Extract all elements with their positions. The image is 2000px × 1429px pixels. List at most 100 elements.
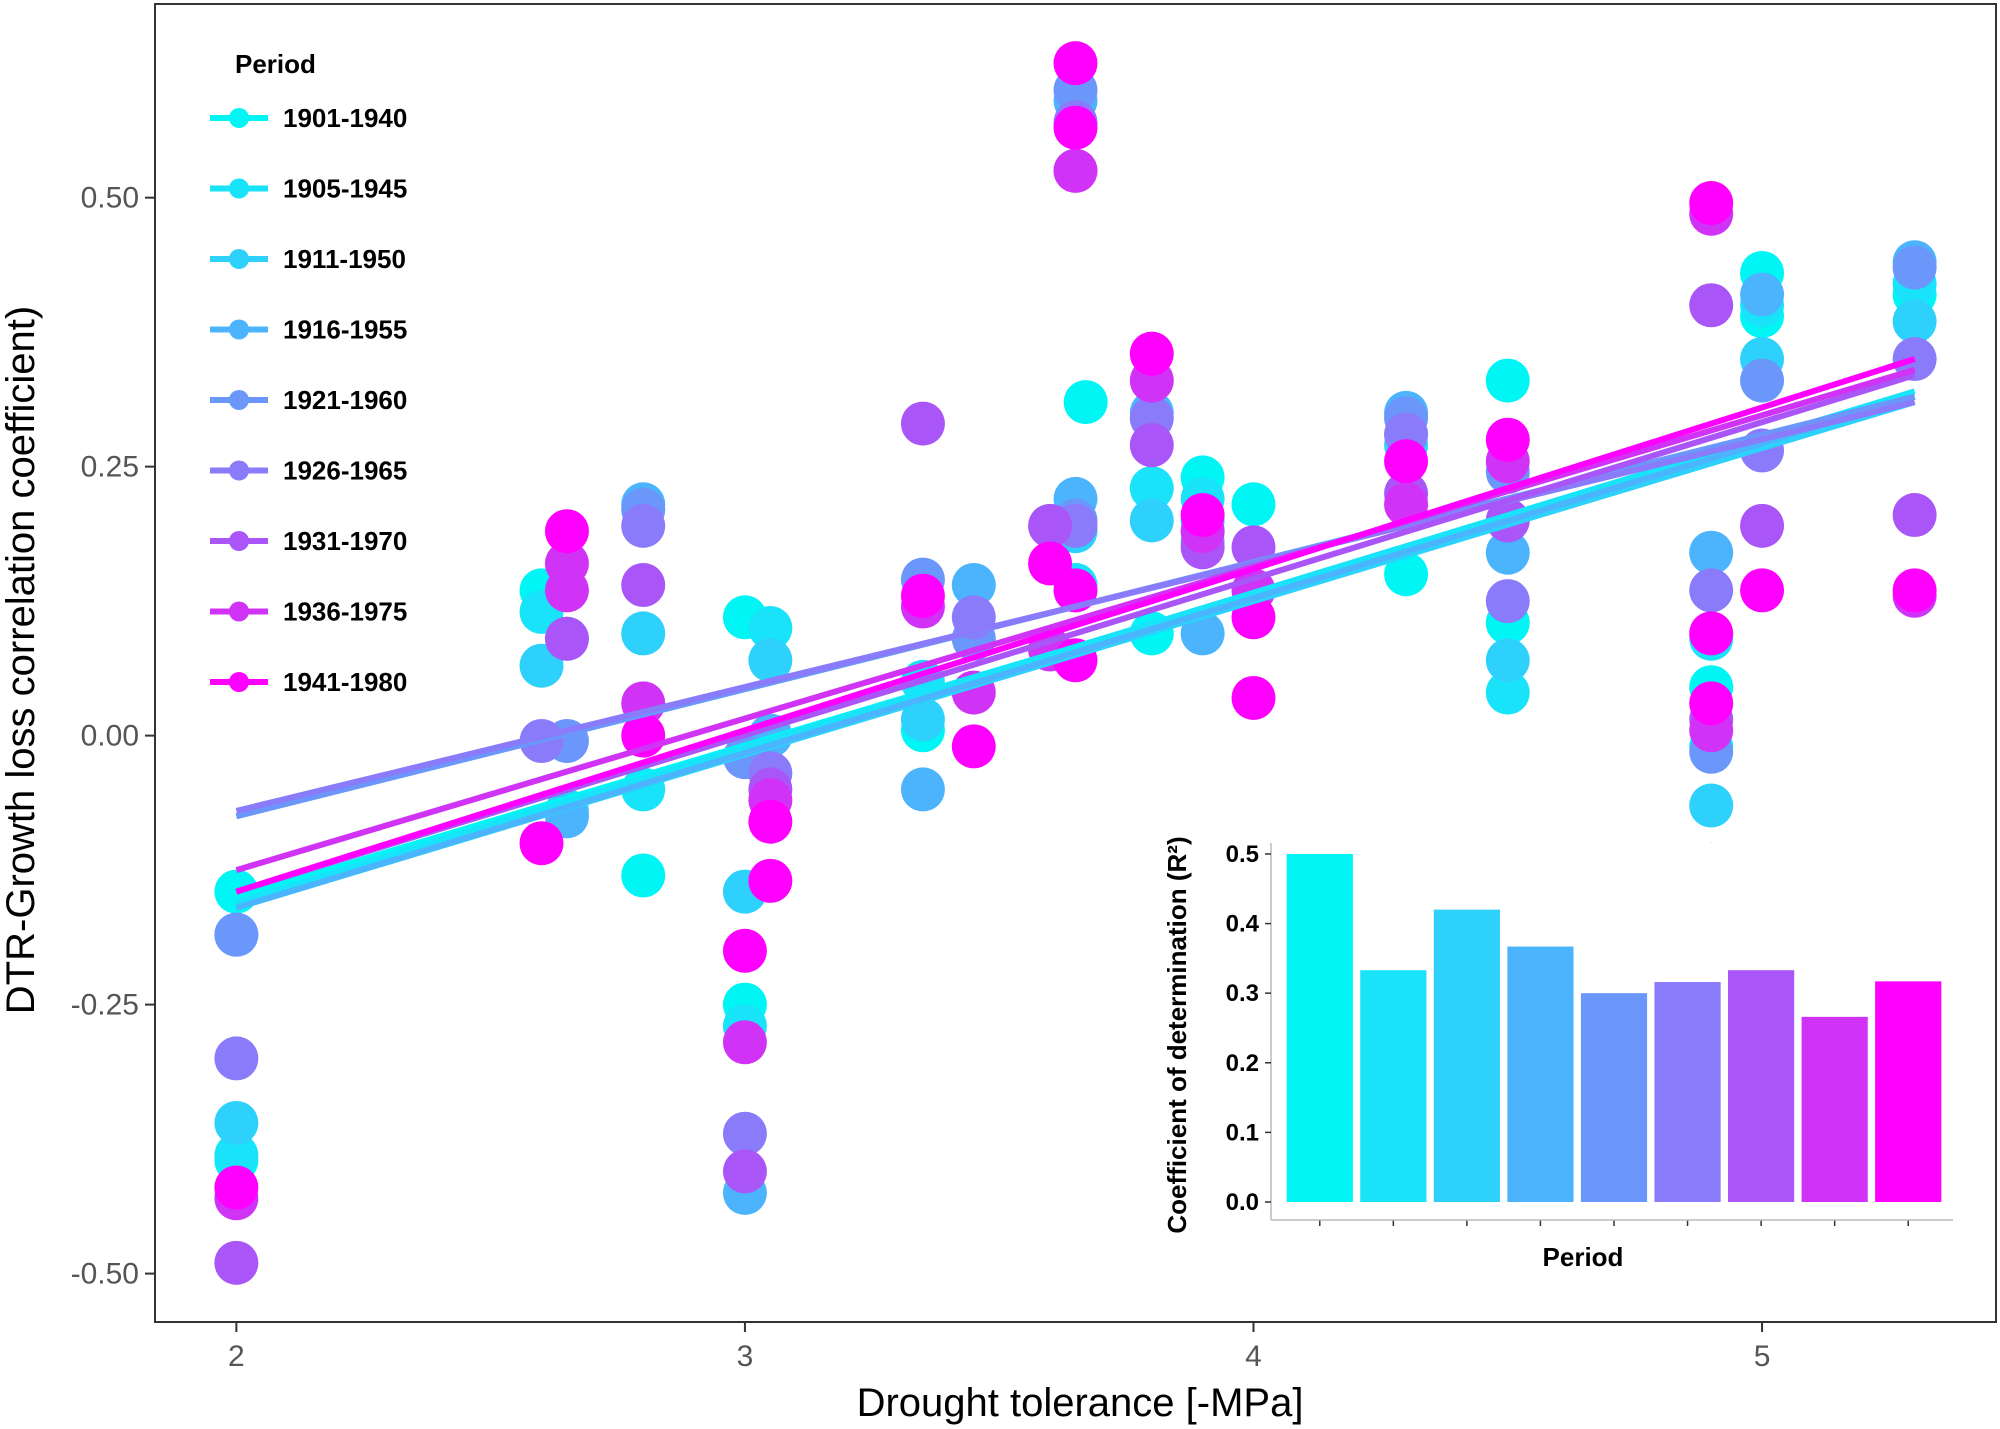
data-point bbox=[748, 606, 793, 651]
data-point bbox=[1689, 783, 1734, 828]
data-point bbox=[1485, 358, 1530, 403]
data-point bbox=[214, 912, 259, 957]
data-point bbox=[621, 853, 666, 898]
x-tick-label: 3 bbox=[737, 1340, 754, 1373]
data-point bbox=[214, 1133, 259, 1178]
regression-line bbox=[235, 393, 1916, 911]
legend-key-dot bbox=[229, 390, 249, 410]
legend-key-dot bbox=[229, 601, 249, 622]
x-tick-label: 4 bbox=[1245, 1340, 1262, 1373]
legend-label: 1921-1960 bbox=[283, 385, 407, 415]
data-point bbox=[1129, 498, 1174, 543]
data-point bbox=[544, 509, 589, 554]
data-point bbox=[1063, 380, 1108, 425]
legend-label: 1931-1970 bbox=[283, 526, 407, 556]
fit-lines bbox=[235, 356, 1916, 911]
data-point bbox=[722, 1020, 767, 1065]
data-point bbox=[748, 858, 793, 903]
legend-label: 1936-1975 bbox=[283, 597, 407, 627]
data-point bbox=[621, 611, 666, 656]
data-point bbox=[1485, 638, 1530, 683]
inset-bar bbox=[1654, 982, 1721, 1202]
y-axis-title: DTR-Growth loss correlation coefficient) bbox=[0, 306, 43, 1014]
data-point bbox=[519, 821, 564, 866]
legend-key-dot bbox=[229, 319, 249, 340]
data-point bbox=[1129, 331, 1174, 376]
data-point bbox=[544, 541, 589, 586]
inset-bar bbox=[1360, 970, 1427, 1202]
data-point bbox=[900, 401, 945, 446]
data-point bbox=[214, 1100, 259, 1145]
data-point bbox=[1689, 283, 1734, 328]
data-point bbox=[1485, 417, 1530, 462]
data-point bbox=[1485, 670, 1530, 715]
legend-key-dot bbox=[229, 531, 249, 551]
data-point bbox=[1053, 148, 1098, 193]
regression-line bbox=[235, 399, 1916, 814]
data-point bbox=[722, 1111, 767, 1156]
y-tick-label: 0.25 bbox=[81, 451, 139, 484]
data-point bbox=[1892, 493, 1937, 538]
regression-line bbox=[235, 366, 1916, 873]
legend-label: 1916-1955 bbox=[283, 315, 407, 345]
inset-bar bbox=[1580, 993, 1648, 1202]
data-point bbox=[1689, 181, 1734, 226]
inset-y-axis-title: Coefficient of determination (R²) bbox=[1162, 836, 1192, 1233]
data-point bbox=[900, 767, 945, 812]
inset-bar bbox=[1728, 970, 1795, 1202]
legend-label: 1905-1945 bbox=[283, 174, 407, 204]
data-point bbox=[1892, 299, 1937, 344]
data-point bbox=[1129, 466, 1174, 511]
data-point bbox=[1892, 245, 1937, 290]
regression-line bbox=[235, 356, 1916, 895]
legend-label: 1926-1965 bbox=[283, 456, 407, 486]
inset-bar bbox=[1507, 946, 1574, 1202]
main-plot-panel: -0.50 -0.25 0.00 0.25 0.50 2 3 4 5 bbox=[71, 3, 1997, 1373]
legend-label: 1941-1980 bbox=[283, 667, 407, 697]
data-point bbox=[621, 503, 666, 548]
y-tick-label: 0.00 bbox=[81, 720, 139, 753]
inset-bar bbox=[1875, 981, 1942, 1202]
legend-key-dot bbox=[229, 108, 249, 128]
data-point bbox=[1689, 568, 1734, 613]
legend-title: Period bbox=[235, 49, 316, 79]
data-point bbox=[1053, 41, 1098, 86]
data-point bbox=[1689, 530, 1734, 575]
inset-x-axis-title: Period bbox=[1543, 1242, 1624, 1272]
data-point bbox=[1485, 579, 1530, 624]
data-point bbox=[1485, 530, 1530, 575]
inset-bar-chart: Period Coefficient of determination (R²)… bbox=[1162, 836, 1953, 1272]
data-point bbox=[1740, 568, 1785, 613]
inset-bar bbox=[1801, 1016, 1868, 1202]
x-tick-label: 5 bbox=[1754, 1340, 1771, 1373]
data-point bbox=[1740, 358, 1785, 403]
data-point bbox=[1384, 439, 1429, 484]
inset-y-tick-label: 0.3 bbox=[1226, 980, 1259, 1007]
data-point bbox=[1028, 503, 1073, 548]
y-tick-label: 0.50 bbox=[81, 182, 139, 215]
legend-key-dot bbox=[229, 460, 249, 481]
x-tick-label: 2 bbox=[228, 1340, 245, 1373]
data-point bbox=[951, 562, 996, 607]
regression-line bbox=[235, 388, 1916, 906]
legend-label: 1911-1950 bbox=[283, 244, 406, 274]
inset-y-tick-label: 0.2 bbox=[1226, 1050, 1259, 1077]
data-point bbox=[1129, 423, 1174, 468]
data-point bbox=[748, 638, 793, 683]
inset-y-tick-label: 0.0 bbox=[1226, 1189, 1259, 1216]
y-tick-label: -0.25 bbox=[71, 989, 139, 1022]
legend-key-dot bbox=[229, 672, 249, 692]
data-point bbox=[1689, 611, 1734, 656]
x-axis-title: Drought tolerance [-MPa] bbox=[857, 1381, 1304, 1425]
data-point bbox=[1231, 482, 1276, 527]
data-point bbox=[544, 616, 589, 661]
legend-key-dot bbox=[229, 178, 249, 199]
inset-y-tick-label: 0.5 bbox=[1226, 841, 1259, 868]
data-point bbox=[722, 928, 767, 973]
data-point bbox=[900, 573, 945, 618]
data-point bbox=[900, 697, 945, 742]
y-tick-label: -0.50 bbox=[71, 1258, 139, 1291]
data-point bbox=[1740, 272, 1785, 317]
data-point bbox=[1231, 675, 1276, 720]
